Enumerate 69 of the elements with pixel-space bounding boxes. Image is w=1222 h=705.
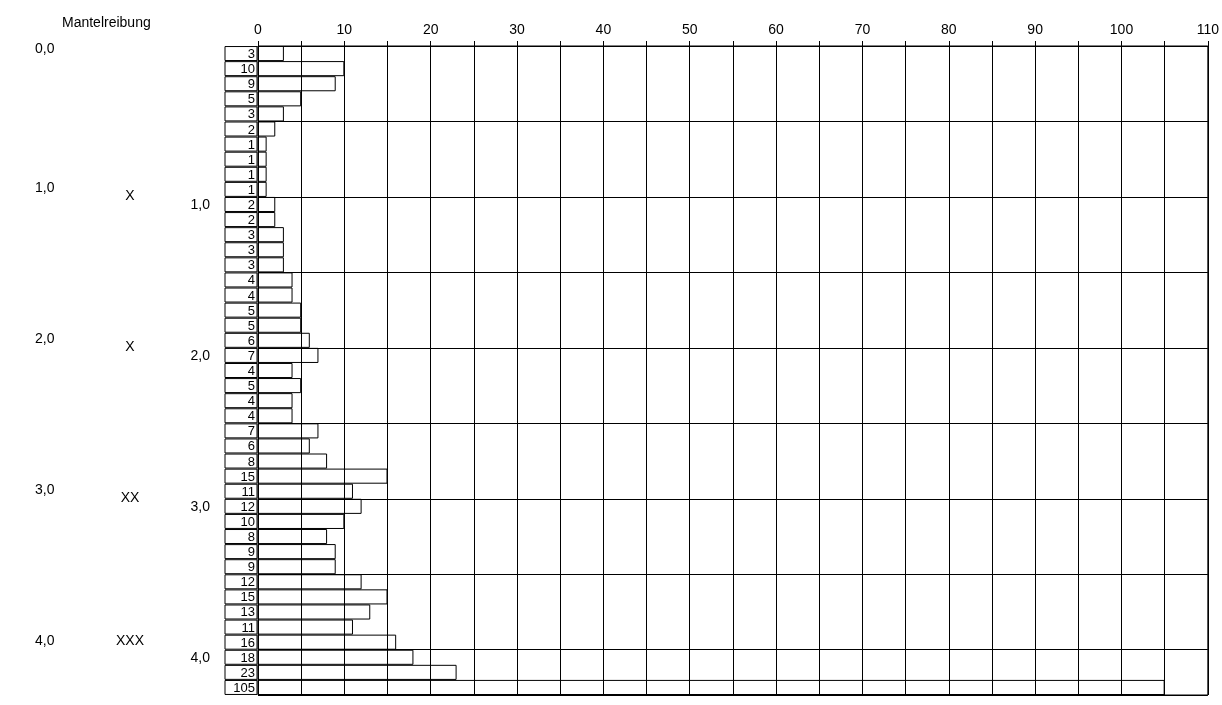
data-label: 12 <box>240 574 255 590</box>
y-tick-label: 1,0 <box>190 196 211 213</box>
data-label: 1 <box>247 166 255 182</box>
x-tick-label: 40 <box>595 21 612 37</box>
data-label: 2 <box>247 212 255 228</box>
text: 1,0 <box>35 178 55 195</box>
data-label: 4 <box>247 363 255 378</box>
data-label: 23 <box>240 664 255 680</box>
x-tick-label: 90 <box>1027 21 1044 37</box>
data-label: 105 <box>233 679 255 695</box>
x-tick-label: 0 <box>254 21 263 37</box>
data-label: 5 <box>247 302 255 318</box>
x-tick-label: 50 <box>681 21 698 37</box>
text: Mantelreibung <box>62 14 151 30</box>
x-tick-label: 60 <box>768 21 785 37</box>
data-label: 12 <box>240 498 255 514</box>
x-tick-label: 30 <box>509 21 526 37</box>
x-tick-label: 80 <box>941 21 957 37</box>
data-label: 3 <box>247 242 255 258</box>
data-label: 11 <box>241 483 255 499</box>
data-label: 3 <box>247 257 255 273</box>
y-tick-label: 2,0 <box>190 347 211 364</box>
data-label: 7 <box>247 423 255 439</box>
data-label: 10 <box>240 513 255 529</box>
data-label: 8 <box>247 453 255 469</box>
data-label: 1 <box>247 151 255 167</box>
text: 4,0 <box>35 631 55 648</box>
data-label: 9 <box>247 559 255 575</box>
data-label: 4 <box>247 287 255 303</box>
data-label: 9 <box>247 76 255 92</box>
text: X <box>125 186 136 203</box>
x-tick-label: 110 <box>1196 21 1220 37</box>
data-label: 11 <box>241 619 255 635</box>
data-label: 2 <box>247 121 255 137</box>
data-label: 4 <box>247 408 255 424</box>
x-tick-label: 70 <box>854 21 871 37</box>
data-label: 2 <box>247 196 255 212</box>
data-label: 9 <box>247 544 255 560</box>
data-label: 16 <box>240 634 255 650</box>
data-label: 3 <box>247 227 255 243</box>
data-label: 6 <box>247 438 255 454</box>
data-label: 1 <box>247 181 255 197</box>
text: XXX <box>115 631 145 648</box>
data-label: 3 <box>247 46 255 62</box>
data-label: 4 <box>247 393 255 409</box>
data-label: 10 <box>240 61 255 77</box>
data-label: 3 <box>247 106 255 122</box>
text: 2,0 <box>35 329 55 346</box>
data-label: 15 <box>240 468 255 484</box>
data-label: 5 <box>247 378 255 394</box>
text: X <box>125 337 136 354</box>
data-label: 15 <box>240 589 255 605</box>
data-label: 6 <box>247 332 255 348</box>
text: 0,0 <box>35 40 55 56</box>
data-label: 4 <box>247 272 255 288</box>
data-label: 1 <box>247 136 255 152</box>
text: XX <box>120 488 140 505</box>
data-label: 18 <box>240 649 255 665</box>
data-label: 5 <box>247 317 255 333</box>
data-label: 5 <box>247 91 255 107</box>
x-tick-label: 100 <box>1109 21 1134 37</box>
x-tick-label: 20 <box>422 21 439 37</box>
data-label: 7 <box>247 347 255 363</box>
data-label: 8 <box>247 529 255 545</box>
y-tick-label: 4,0 <box>190 649 211 666</box>
text: 3,0 <box>35 480 55 497</box>
data-label: 13 <box>240 604 255 620</box>
x-tick-label: 10 <box>336 21 353 37</box>
y-tick-label: 3,0 <box>190 498 211 515</box>
